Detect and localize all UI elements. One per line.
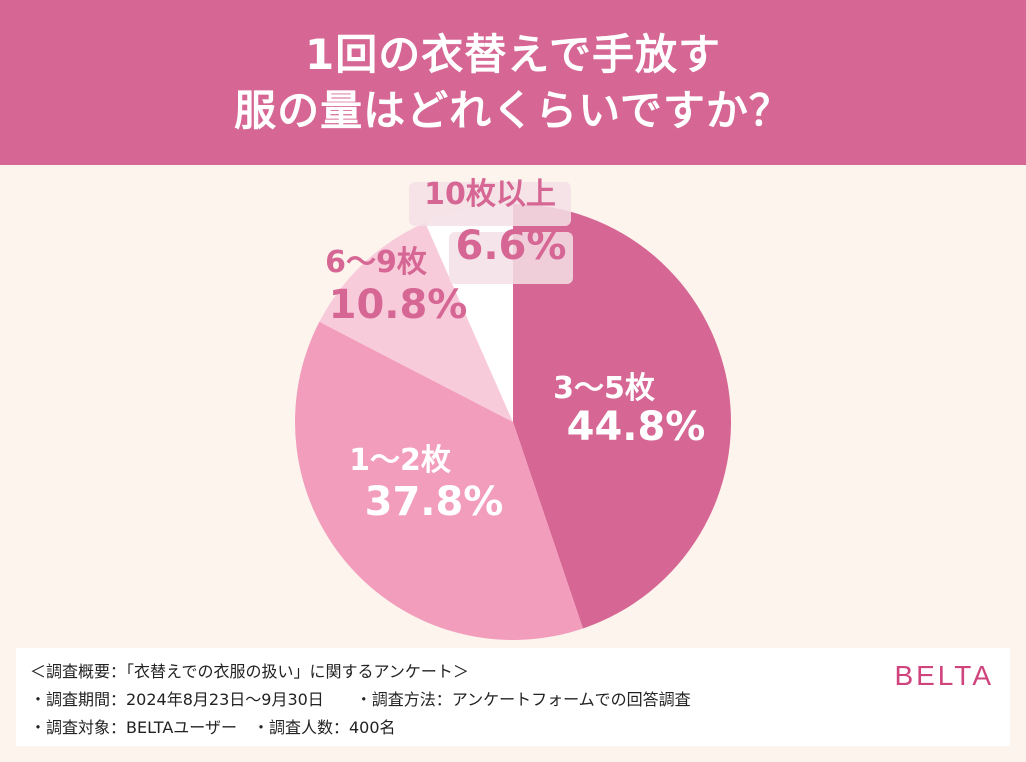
- slice-label-0: 3〜5枚: [553, 371, 655, 406]
- slice-value-1: 37.8%: [365, 479, 504, 525]
- slice-value-2: 10.8%: [329, 282, 468, 328]
- slice-label-3: 10枚以上: [424, 177, 556, 212]
- slice-value-0: 44.8%: [567, 404, 706, 450]
- slice-value-3: 6.6%: [456, 223, 567, 269]
- belta-logo: BELTA: [894, 660, 994, 691]
- survey-period-method: ・調査期間：2024年8月23日〜9月30日 ・調査方法：アンケートフォームでの…: [30, 690, 691, 709]
- pie-slice-0: [513, 204, 731, 629]
- survey-overview: ＜調査概要：「衣替えでの衣服の扱い」に関するアンケート＞: [30, 662, 469, 681]
- pie-slice-1: [295, 321, 583, 640]
- survey-info: ＜調査概要：「衣替えでの衣服の扱い」に関するアンケート＞ ・調査期間：2024年…: [16, 648, 1010, 746]
- slice-label-1: 1〜2枚: [349, 443, 451, 478]
- title-line-1: 1回の衣替えで手放す: [305, 29, 721, 79]
- title-banner: 1回の衣替えで手放す 服の量はどれくらいですか？: [0, 0, 1026, 165]
- slice-label-2: 6〜9枚: [325, 245, 427, 280]
- title-line-2: 服の量はどれくらいですか？: [234, 85, 792, 135]
- label-bg-3: [409, 182, 571, 226]
- survey-target-count: ・調査対象：BELTAユーザー ・調査人数：400名: [30, 718, 396, 737]
- pie-slice-2: [319, 222, 513, 422]
- value-bg-3: [449, 232, 573, 284]
